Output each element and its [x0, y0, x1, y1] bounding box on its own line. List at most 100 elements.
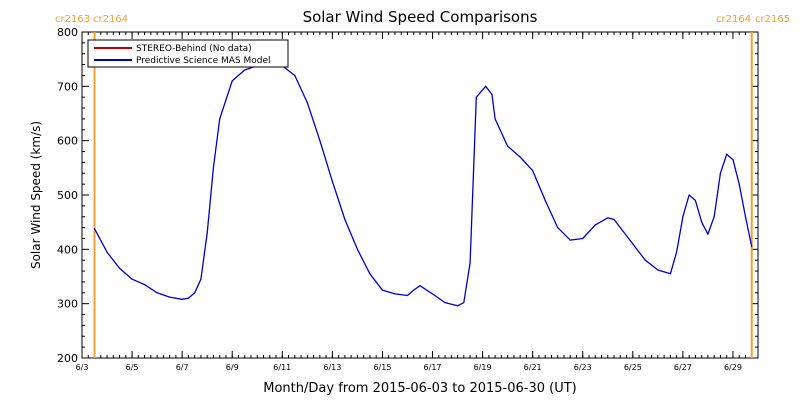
legend-box: [87, 39, 289, 68]
x-tick-label: 6/27: [674, 363, 692, 372]
data-point: [644, 259, 646, 261]
data-point: [319, 140, 321, 142]
data-point: [212, 167, 215, 169]
data-point: [143, 284, 146, 286]
y-tick-label: 600: [57, 135, 78, 148]
x-axis-label: Month/Day from 2015-06-03 to 2015-06-30 …: [263, 381, 576, 396]
data-point: [406, 294, 409, 297]
data-point: [106, 251, 108, 253]
data-point: [676, 251, 678, 253]
data-point: [381, 289, 384, 291]
data-point: [187, 297, 190, 299]
data-point: [519, 156, 521, 158]
data-point: [294, 74, 296, 77]
data-point: [751, 246, 753, 248]
data-point: [491, 93, 493, 96]
data-point: [219, 118, 221, 120]
data-point: [726, 153, 728, 155]
data-point: [331, 180, 333, 183]
x-tick-label: 6/7: [176, 363, 189, 372]
data-point: [632, 243, 634, 245]
data-point: [444, 301, 446, 304]
data-point: [738, 183, 740, 185]
data-point: [369, 273, 371, 275]
data-point: [707, 233, 709, 235]
x-tick-label: 6/3: [76, 363, 89, 372]
y-tick-label: 200: [57, 352, 78, 365]
data-point: [156, 292, 158, 294]
data-point: [356, 248, 359, 250]
data-point: [194, 292, 196, 294]
x-tick-label: 6/19: [474, 363, 492, 372]
plot-frame: [81, 31, 759, 359]
x-tick-label: 6/17: [424, 363, 442, 372]
data-point: [507, 145, 509, 147]
data-point: [569, 239, 571, 241]
data-point: [744, 216, 747, 218]
x-tick-label: 6/13: [323, 363, 341, 372]
data-point: [688, 194, 690, 196]
data-point: [682, 216, 684, 218]
series-group: [93, 62, 753, 307]
data-point: [475, 96, 477, 98]
carrington-markers: [93, 32, 753, 358]
data-point: [469, 262, 471, 264]
data-point: [181, 298, 183, 300]
x-tick-label: 6/9: [226, 363, 239, 372]
data-point: [657, 269, 659, 271]
data-point: [694, 199, 697, 202]
legend: STEREO-Behind (No data) Predictive Scien…: [87, 39, 289, 68]
data-point: [413, 289, 415, 291]
data-point: [231, 80, 233, 82]
data-point: [206, 232, 208, 234]
y-tick-label: 800: [57, 26, 78, 39]
data-point: [594, 224, 596, 226]
data-point: [131, 278, 133, 280]
data-point: [463, 301, 465, 304]
data-point: [419, 285, 421, 287]
data-point: [701, 221, 703, 223]
series-line-mas-model: [93, 62, 753, 307]
data-point: [619, 227, 621, 229]
data-point: [394, 293, 396, 295]
data-point: [607, 217, 609, 219]
data-point: [557, 227, 559, 229]
data-point: [532, 169, 534, 172]
data-point: [456, 305, 459, 307]
data-point: [713, 216, 715, 218]
data-point: [669, 273, 671, 275]
y-tick-label: 500: [57, 189, 78, 202]
data-point: [306, 102, 308, 104]
y-tick-label: 700: [57, 80, 78, 93]
y-axis-label: Solar Wind Speed (km/s): [29, 121, 43, 269]
carrington-label-left-1: cr2163: [55, 14, 90, 25]
data-point: [544, 199, 546, 202]
carrington-label-left-2: cr2164: [93, 14, 128, 25]
x-tick-label: 6/25: [624, 363, 642, 372]
data-point: [732, 159, 734, 161]
y-axis: 200 300 400 500 600 700 800: [57, 26, 758, 365]
legend-label-stereo: STEREO-Behind (No data): [136, 44, 252, 54]
x-tick-label: 6/23: [574, 363, 592, 372]
y-tick-label: 400: [57, 243, 78, 256]
carrington-label-right-2: cr2165: [755, 14, 790, 25]
data-point: [344, 218, 346, 221]
data-point: [582, 237, 584, 240]
data-point: [169, 296, 171, 298]
data-point: [93, 228, 96, 230]
data-point: [431, 293, 434, 295]
x-tick-label: 6/21: [524, 363, 542, 372]
x-axis: 6/3 6/5 6/7 6/9 6/11 6/13 6/15 6/17 6/19 6/21 6/23…: [76, 32, 759, 372]
y-tick-label: 300: [57, 298, 78, 311]
x-tick-label: 6/15: [373, 363, 391, 372]
data-point: [118, 267, 121, 269]
legend-label-model: Predictive Science MAS Model: [136, 56, 271, 66]
x-tick-label: 6/11: [273, 363, 291, 372]
data-point: [485, 85, 487, 87]
data-point: [613, 218, 615, 221]
x-tick-label: 6/29: [724, 363, 742, 372]
x-tick-label: 6/5: [126, 363, 139, 372]
data-point: [244, 69, 246, 71]
data-point: [200, 278, 202, 280]
data-point: [719, 172, 722, 174]
